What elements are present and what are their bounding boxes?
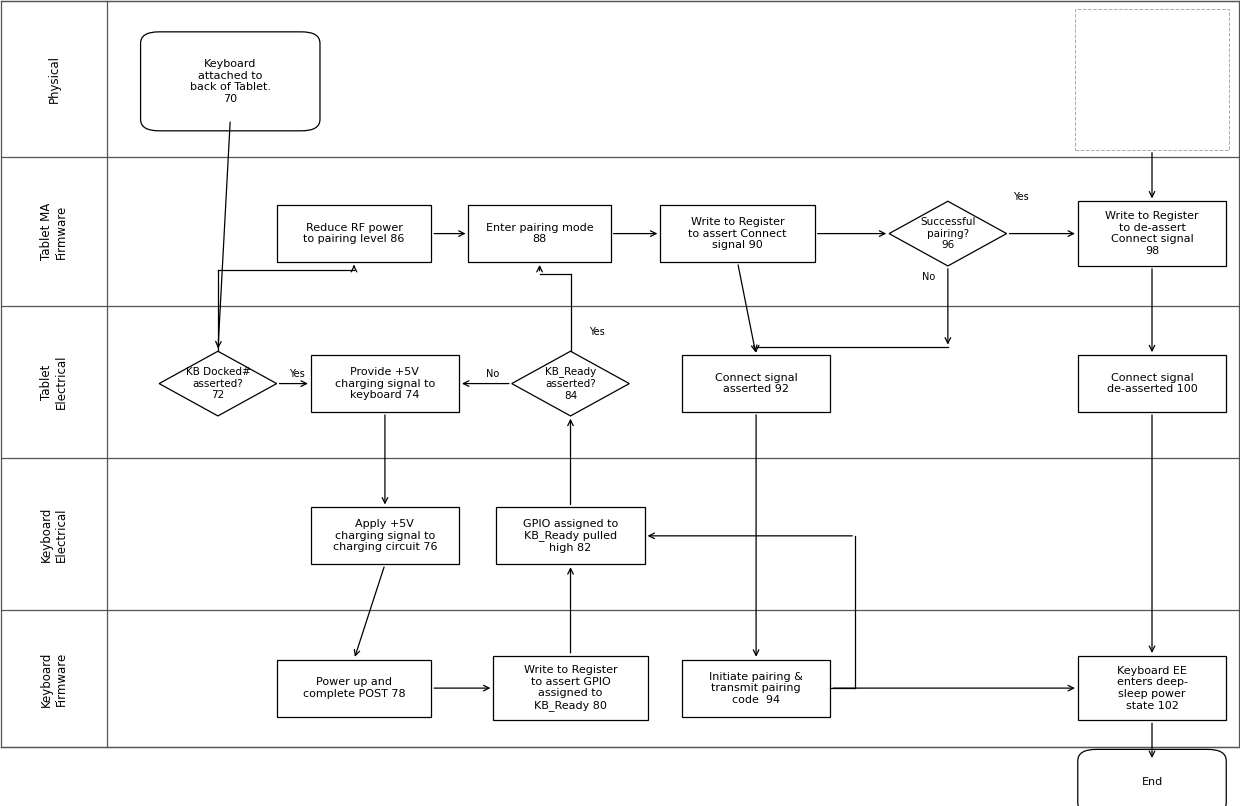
Bar (1, 2, 107, 157)
Polygon shape (512, 351, 629, 416)
Text: Reduce RF power
to pairing level 86: Reduce RF power to pairing level 86 (304, 222, 404, 244)
FancyBboxPatch shape (1078, 750, 1226, 806)
FancyBboxPatch shape (1078, 202, 1226, 266)
FancyBboxPatch shape (277, 205, 432, 262)
Text: Write to Register
to de-assert
Connect signal
98: Write to Register to de-assert Connect s… (1105, 211, 1199, 256)
Text: KB_Ready
asserted?
84: KB_Ready asserted? 84 (544, 367, 596, 401)
FancyBboxPatch shape (494, 656, 647, 721)
Text: Keyboard
Electrical: Keyboard Electrical (40, 507, 68, 562)
Text: Successful
pairing?
96: Successful pairing? 96 (920, 217, 976, 250)
Bar (1, 306, 107, 458)
FancyBboxPatch shape (660, 205, 815, 262)
FancyBboxPatch shape (311, 507, 459, 564)
Text: Keyboard EE
enters deep-
sleep power
state 102: Keyboard EE enters deep- sleep power sta… (1116, 666, 1188, 711)
Text: Write to Register
to assert Connect
signal 90: Write to Register to assert Connect sign… (688, 217, 787, 250)
Text: No: No (923, 272, 935, 282)
FancyBboxPatch shape (277, 659, 432, 717)
Text: Keyboard
attached to
back of Tablet.
70: Keyboard attached to back of Tablet. 70 (190, 59, 270, 104)
Polygon shape (889, 202, 1007, 266)
Text: Initiate pairing &
transmit pairing
code  94: Initiate pairing & transmit pairing code… (709, 671, 804, 704)
Text: Power up and
complete POST 78: Power up and complete POST 78 (303, 677, 405, 699)
Text: Enter pairing mode
88: Enter pairing mode 88 (486, 222, 594, 244)
FancyBboxPatch shape (1078, 355, 1226, 412)
Text: Physical: Physical (47, 56, 61, 103)
Text: Keyboard
Firmware: Keyboard Firmware (40, 651, 68, 707)
Bar (1, 610, 107, 747)
FancyBboxPatch shape (1078, 656, 1226, 721)
FancyBboxPatch shape (311, 355, 459, 412)
Text: Apply +5V
charging signal to
charging circuit 76: Apply +5V charging signal to charging ci… (332, 519, 438, 552)
Text: Provide +5V
charging signal to
keyboard 74: Provide +5V charging signal to keyboard … (335, 367, 435, 400)
FancyBboxPatch shape (682, 355, 831, 412)
Text: Tablet MA
Firmware: Tablet MA Firmware (40, 203, 68, 260)
Text: Yes: Yes (589, 327, 605, 337)
Text: Write to Register
to assert GPIO
assigned to
KB_Ready 80: Write to Register to assert GPIO assigne… (523, 665, 618, 711)
Text: Connect signal
asserted 92: Connect signal asserted 92 (714, 373, 797, 394)
Text: No: No (486, 369, 500, 380)
FancyBboxPatch shape (469, 205, 611, 262)
Text: Connect signal
de-asserted 100: Connect signal de-asserted 100 (1106, 373, 1198, 394)
Bar (1, 458, 107, 610)
FancyBboxPatch shape (496, 507, 645, 564)
Polygon shape (159, 351, 277, 416)
Text: GPIO assigned to
KB_Ready pulled
high 82: GPIO assigned to KB_Ready pulled high 82 (523, 519, 618, 553)
FancyBboxPatch shape (140, 32, 320, 131)
Bar (1, 157, 107, 306)
Text: Yes: Yes (1013, 192, 1028, 202)
Text: Tablet
Electrical: Tablet Electrical (40, 355, 68, 409)
Text: End: End (1141, 777, 1163, 787)
Text: KB Docked#
asserted?
72: KB Docked# asserted? 72 (186, 367, 250, 400)
FancyBboxPatch shape (682, 659, 831, 717)
FancyBboxPatch shape (1075, 9, 1229, 150)
Text: Yes: Yes (289, 369, 305, 380)
